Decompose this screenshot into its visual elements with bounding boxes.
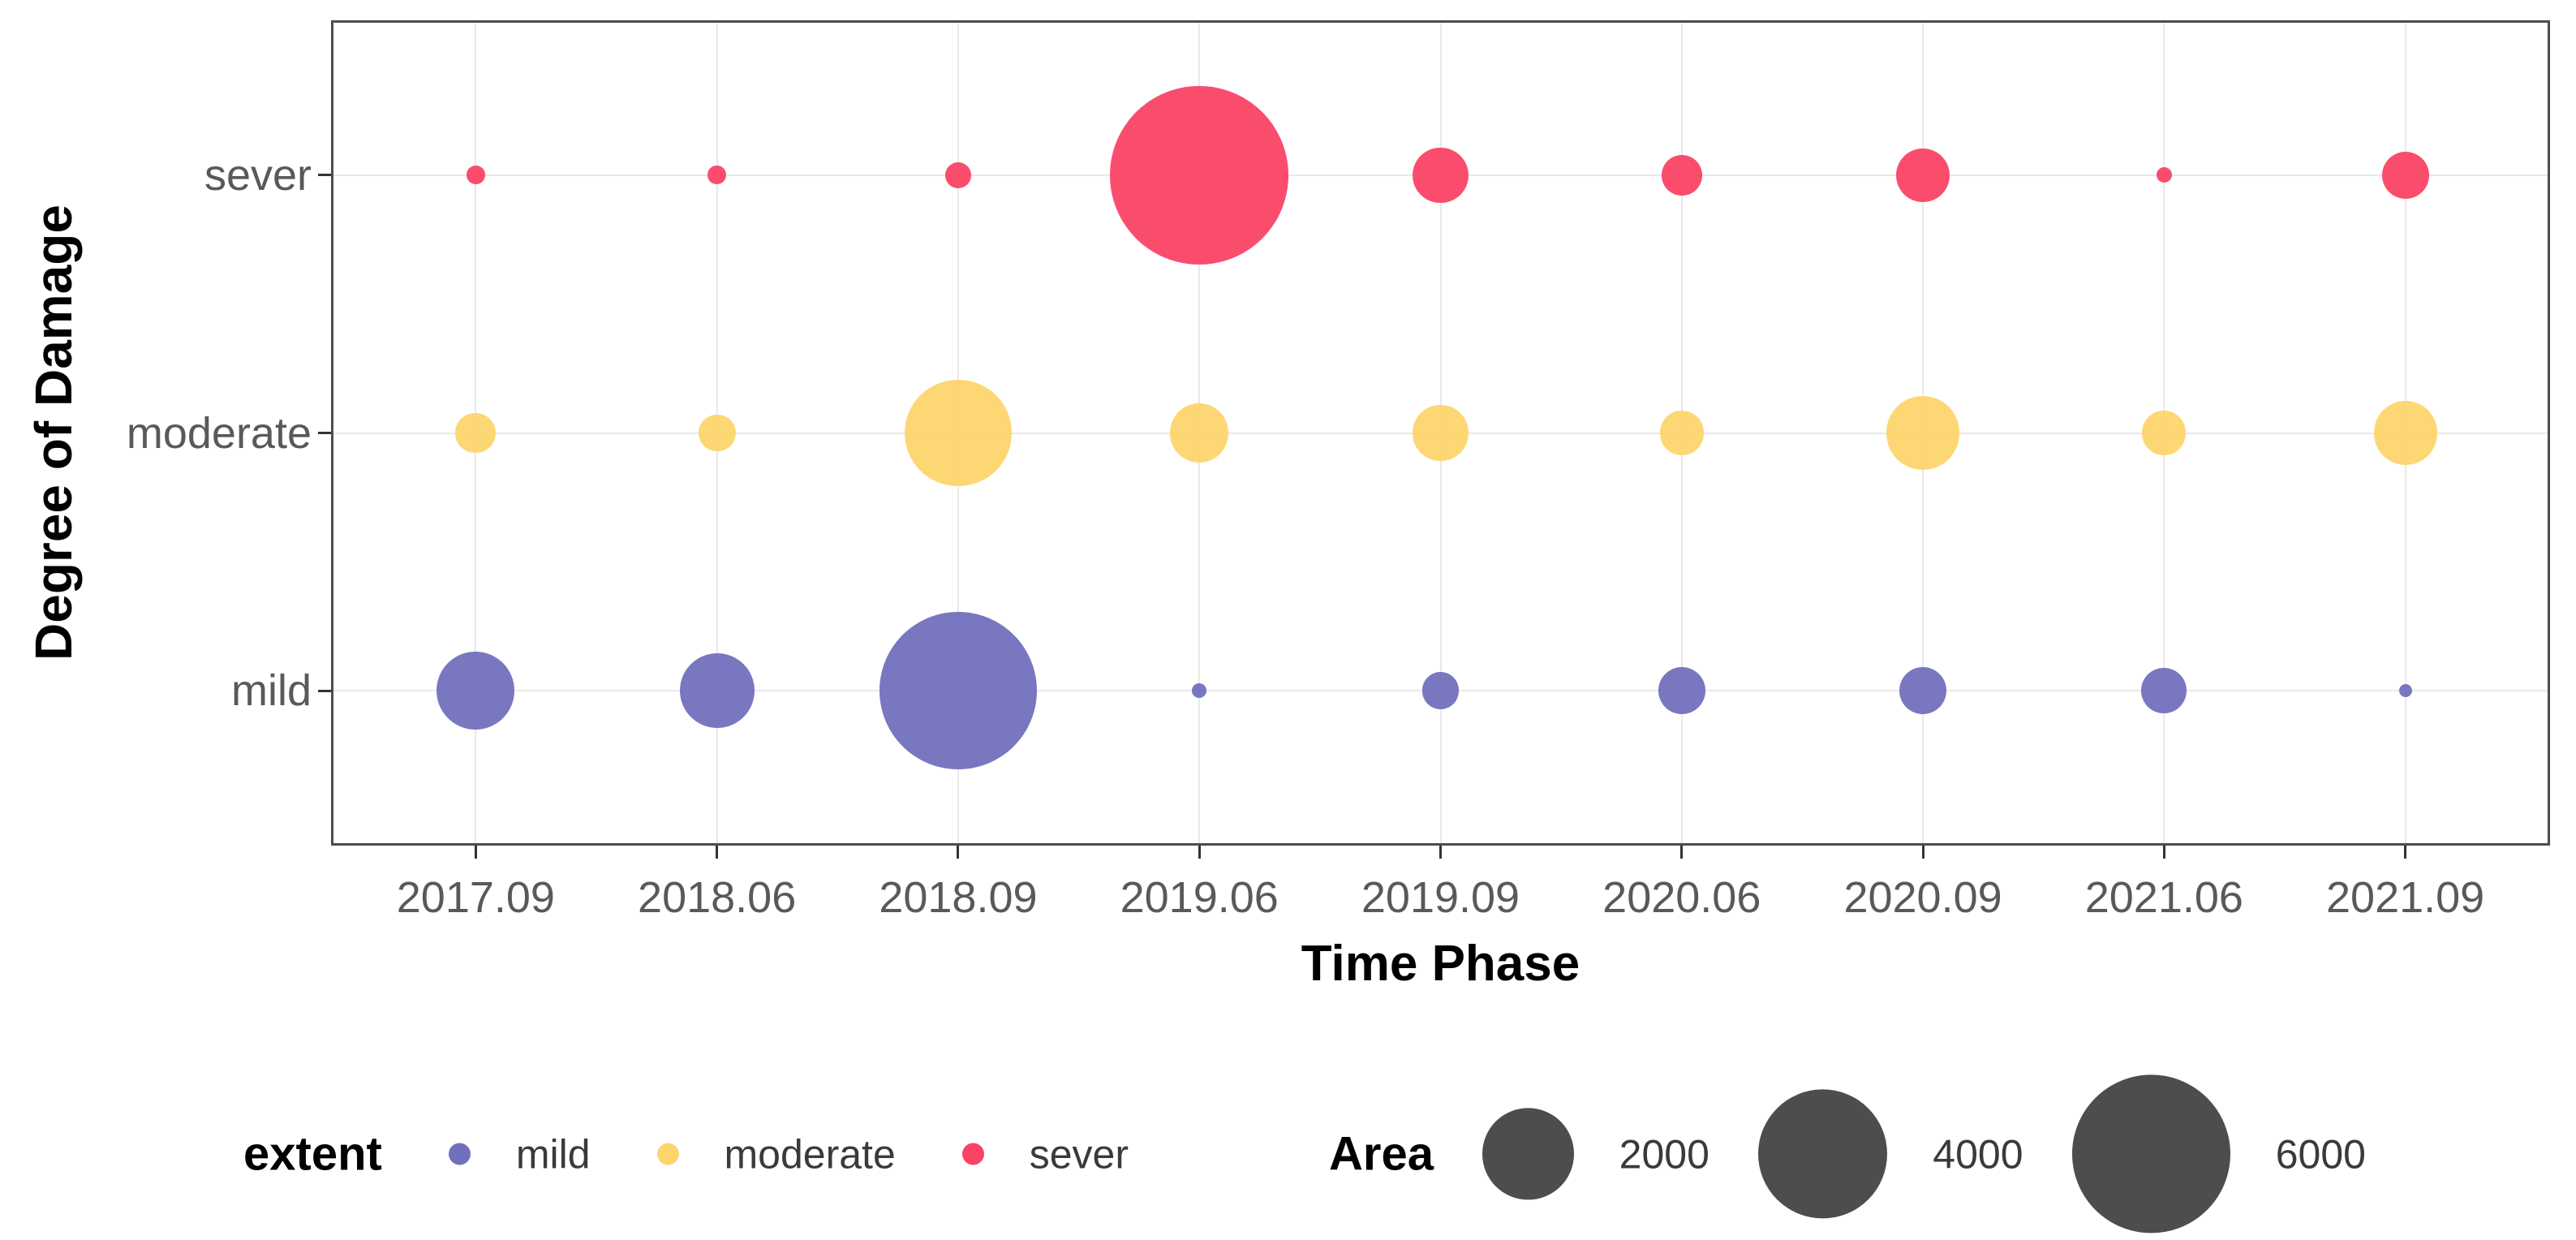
legend-dot-mild [448, 1143, 471, 1165]
x-tick-label: 2021.09 [2326, 873, 2485, 922]
x-tick-label: 2020.06 [1602, 873, 1761, 922]
extent-legend-item-sever: sever [961, 1130, 1129, 1178]
area-legend-item-6000: 6000 [2071, 1074, 2366, 1234]
bubble-moderate-2020.06 [1659, 411, 1704, 455]
x-tick-label: 2017.09 [396, 873, 555, 922]
x-tick [474, 846, 477, 859]
x-tick-label: 2018.09 [879, 873, 1038, 922]
x-tick [1439, 846, 1442, 859]
area-legend-item-2000: 2000 [1482, 1108, 1709, 1200]
y-tick [318, 174, 331, 177]
x-tick-label: 2019.09 [1361, 873, 1520, 922]
bubble-sever-2018.09 [944, 161, 971, 188]
x-tick [2404, 846, 2407, 859]
x-tick [1921, 846, 1924, 859]
y-tick-label: mild [230, 666, 312, 716]
area-legend-value: 4000 [1933, 1131, 2023, 1177]
bubble-sever-2020.06 [1661, 154, 1702, 196]
x-tick [1198, 846, 1201, 859]
legend-dot-moderate [656, 1143, 679, 1165]
extent-legend-item-moderate: moderate [656, 1130, 896, 1178]
bubble-moderate-2018.06 [698, 414, 736, 452]
bubble-moderate-2019.09 [1413, 405, 1469, 461]
x-tick [1680, 846, 1684, 859]
bubble-sever-2021.06 [2156, 166, 2173, 183]
legend-dot-sever [961, 1143, 984, 1165]
x-axis-title: Time Phase [1301, 936, 1580, 992]
bubble-mild-2017.09 [437, 652, 515, 730]
legend-item-label: mild [515, 1131, 591, 1177]
bubble-sever-2018.06 [707, 166, 726, 184]
bubble-sever-2020.09 [1895, 148, 1950, 202]
bubble-mild-2019.06 [1192, 683, 1207, 699]
bubble-sever-2019.06 [1110, 85, 1289, 265]
y-tick [318, 432, 331, 434]
y-tick-label: sever [204, 150, 312, 200]
y-tick [318, 689, 331, 692]
bubble-moderate-2021.06 [2142, 411, 2187, 455]
area-legend-circle-2000 [1482, 1108, 1574, 1200]
bubble-mild-2021.06 [2141, 668, 2187, 714]
bubble-mild-2018.09 [879, 612, 1037, 770]
area-legend-value: 6000 [2275, 1131, 2366, 1177]
area-legend-item-4000: 4000 [1757, 1089, 2023, 1219]
bubble-mild-2021.09 [2398, 684, 2412, 698]
area-legend-circle-4000 [1757, 1089, 1888, 1219]
legend-item-label: moderate [724, 1131, 896, 1177]
x-tick-label: 2020.09 [1843, 873, 2002, 922]
y-tick-label: moderate [126, 408, 312, 458]
bubble-mild-2020.09 [1899, 667, 1947, 715]
bubble-mild-2019.09 [1421, 672, 1460, 710]
x-tick-label: 2018.06 [638, 873, 797, 922]
bubble-sever-2021.09 [2381, 151, 2429, 199]
legend-item-label: sever [1029, 1131, 1129, 1177]
area-legend-title: Area [1329, 1127, 1434, 1181]
extent-legend-item-mild: mild [448, 1130, 591, 1178]
bubble-mild-2018.06 [679, 653, 755, 729]
bubble-moderate-2017.09 [455, 412, 497, 454]
x-tick [2162, 846, 2165, 859]
bubble-moderate-2020.09 [1886, 396, 1960, 470]
area-legend: Area 2000 4000 6000 [1329, 1074, 2366, 1234]
bubble-mild-2020.06 [1658, 667, 1705, 715]
bubble-moderate-2019.06 [1170, 403, 1229, 463]
x-tick-label: 2021.06 [2084, 873, 2243, 922]
extent-legend-title: extent [243, 1127, 382, 1181]
bubble-moderate-2018.09 [904, 379, 1012, 487]
bubble-sever-2019.09 [1413, 147, 1469, 203]
bubble-moderate-2021.09 [2373, 401, 2437, 465]
area-legend-value: 2000 [1619, 1131, 1709, 1177]
bubble-sever-2017.09 [467, 166, 485, 184]
x-tick [716, 846, 719, 859]
area-legend-circle-6000 [2071, 1074, 2230, 1234]
extent-legend: extent mild moderate sever [243, 1127, 1129, 1182]
x-tick-label: 2019.06 [1120, 873, 1279, 922]
x-tick [957, 846, 960, 859]
